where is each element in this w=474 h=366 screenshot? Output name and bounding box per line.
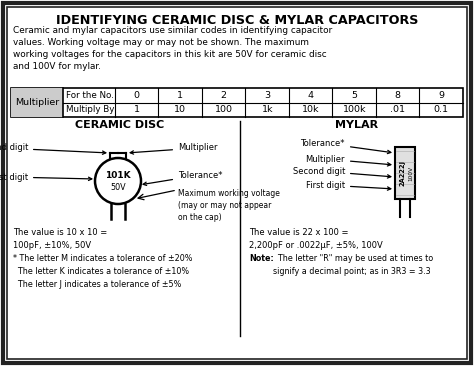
Text: 10k: 10k — [302, 105, 319, 114]
Text: 1k: 1k — [262, 105, 273, 114]
Text: Second digit: Second digit — [0, 143, 106, 154]
Text: First digit: First digit — [306, 180, 391, 190]
Text: The value is 22 x 100 =
2,200pF or .0022μF, ±5%, 100V: The value is 22 x 100 = 2,200pF or .0022… — [249, 228, 383, 250]
Text: 10: 10 — [174, 105, 186, 114]
FancyBboxPatch shape — [11, 88, 63, 117]
Text: CERAMIC DISC: CERAMIC DISC — [75, 120, 164, 130]
Text: 5: 5 — [351, 91, 357, 100]
Text: 9: 9 — [438, 91, 444, 100]
FancyBboxPatch shape — [7, 7, 467, 359]
Text: 2A222J: 2A222J — [400, 160, 406, 186]
Text: Tolerance*: Tolerance* — [301, 138, 391, 154]
Text: .01: .01 — [390, 105, 405, 114]
Text: Note:: Note: — [249, 254, 274, 263]
Text: Ceramic and mylar capacitors use similar codes in identifying capacitor
values. : Ceramic and mylar capacitors use similar… — [13, 26, 332, 71]
Text: 100k: 100k — [343, 105, 366, 114]
Text: Tolerance*: Tolerance* — [143, 171, 222, 186]
Text: Maximum working voltage
(may or may not appear
on the cap): Maximum working voltage (may or may not … — [178, 189, 280, 222]
Text: 50V: 50V — [110, 183, 126, 191]
Text: 0.1: 0.1 — [434, 105, 449, 114]
Text: The value is 10 x 10 =
100pF, ±10%, 50V: The value is 10 x 10 = 100pF, ±10%, 50V — [13, 228, 107, 250]
FancyBboxPatch shape — [395, 147, 415, 199]
Text: For the No.: For the No. — [66, 91, 114, 100]
Text: 100V: 100V — [409, 165, 413, 180]
Text: 3: 3 — [264, 91, 270, 100]
Text: Multiplier: Multiplier — [306, 154, 391, 166]
Text: 8: 8 — [395, 91, 401, 100]
Text: Multiply By: Multiply By — [66, 105, 114, 114]
FancyBboxPatch shape — [11, 88, 463, 117]
Text: The letter "R" may be used at times to
signify a decimal point; as in 3R3 = 3.3: The letter "R" may be used at times to s… — [273, 254, 433, 276]
Text: 2: 2 — [221, 91, 227, 100]
Text: Second digit: Second digit — [292, 167, 391, 178]
Text: Multiplier: Multiplier — [130, 143, 218, 154]
Text: Multiplier: Multiplier — [15, 98, 59, 107]
Text: 0: 0 — [134, 91, 140, 100]
Text: 100: 100 — [215, 105, 233, 114]
Text: 4: 4 — [308, 91, 314, 100]
Text: First digit: First digit — [0, 172, 92, 182]
FancyBboxPatch shape — [3, 3, 471, 363]
Text: IDENTIFYING CERAMIC DISC & MYLAR CAPACITORS: IDENTIFYING CERAMIC DISC & MYLAR CAPACIT… — [56, 14, 418, 27]
Text: 101K: 101K — [105, 172, 131, 180]
Text: * The letter M indicates a tolerance of ±20%
  The letter K indicates a toleranc: * The letter M indicates a tolerance of … — [13, 254, 192, 289]
Text: 1: 1 — [177, 91, 183, 100]
Text: MYLAR: MYLAR — [336, 120, 379, 130]
Text: 1: 1 — [134, 105, 140, 114]
